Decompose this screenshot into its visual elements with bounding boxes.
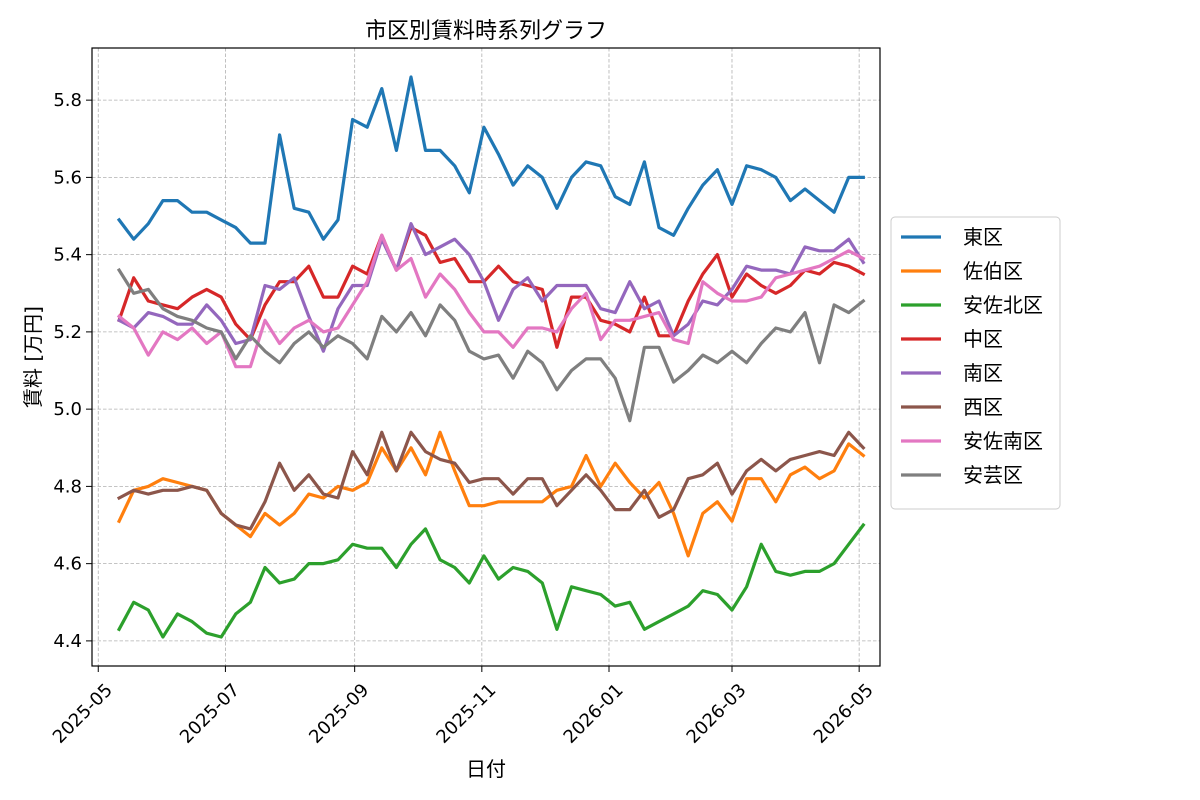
chart-title: 市区別賃料時系列グラフ	[365, 19, 607, 44]
legend-label: 中区	[963, 327, 1003, 351]
x-tick-label: 2025-05	[49, 680, 117, 748]
y-tick-label: 4.4	[53, 631, 82, 652]
y-axis-ticks: 4.4 4.6 4.8 5.0 5.2 5.4 5.6 5.8	[53, 90, 92, 652]
x-tick-label: 2025-09	[305, 680, 373, 748]
series-line-4	[116, 222, 866, 353]
series-line-5	[116, 430, 866, 531]
y-tick-label: 5.2	[53, 322, 82, 343]
legend-label: 西区	[963, 395, 1003, 419]
series-line-1	[116, 430, 866, 558]
y-tick-label: 5.0	[53, 399, 82, 420]
x-tick-label: 2026-05	[810, 680, 878, 748]
legend-label: 佐伯区	[963, 259, 1023, 283]
x-tick-label: 2026-01	[560, 680, 628, 748]
series-line-2	[116, 522, 866, 639]
legend-label: 安佐南区	[963, 429, 1043, 453]
series-line-6	[116, 233, 866, 369]
legend-box	[890, 216, 1061, 510]
y-tick-label: 5.8	[53, 90, 82, 111]
x-tick-label: 2025-11	[432, 680, 500, 748]
series-line-3	[117, 226, 866, 349]
legend-label: 南区	[963, 361, 1003, 385]
series-line-0	[116, 75, 865, 245]
legend-label: 安芸区	[963, 463, 1023, 487]
y-axis-title: 賃料 [万円]	[21, 306, 45, 408]
legend-label: 安佐北区	[963, 293, 1043, 317]
legend-label: 東区	[963, 225, 1003, 249]
y-tick-label: 4.8	[53, 476, 82, 497]
plot-area-frame	[91, 47, 881, 667]
series-lines	[116, 75, 866, 639]
x-axis-ticks: 2025-05 2025-07 2025-09 2025-11 2026-01 2026-…	[49, 666, 878, 748]
series-line-7	[116, 267, 866, 423]
y-tick-label: 5.4	[53, 245, 82, 266]
x-tick-label: 2026-03	[683, 680, 751, 748]
y-tick-label: 4.6	[53, 554, 82, 575]
x-tick-label: 2025-07	[176, 680, 244, 748]
y-tick-label: 5.6	[53, 167, 82, 188]
x-axis-title: 日付	[466, 757, 506, 781]
